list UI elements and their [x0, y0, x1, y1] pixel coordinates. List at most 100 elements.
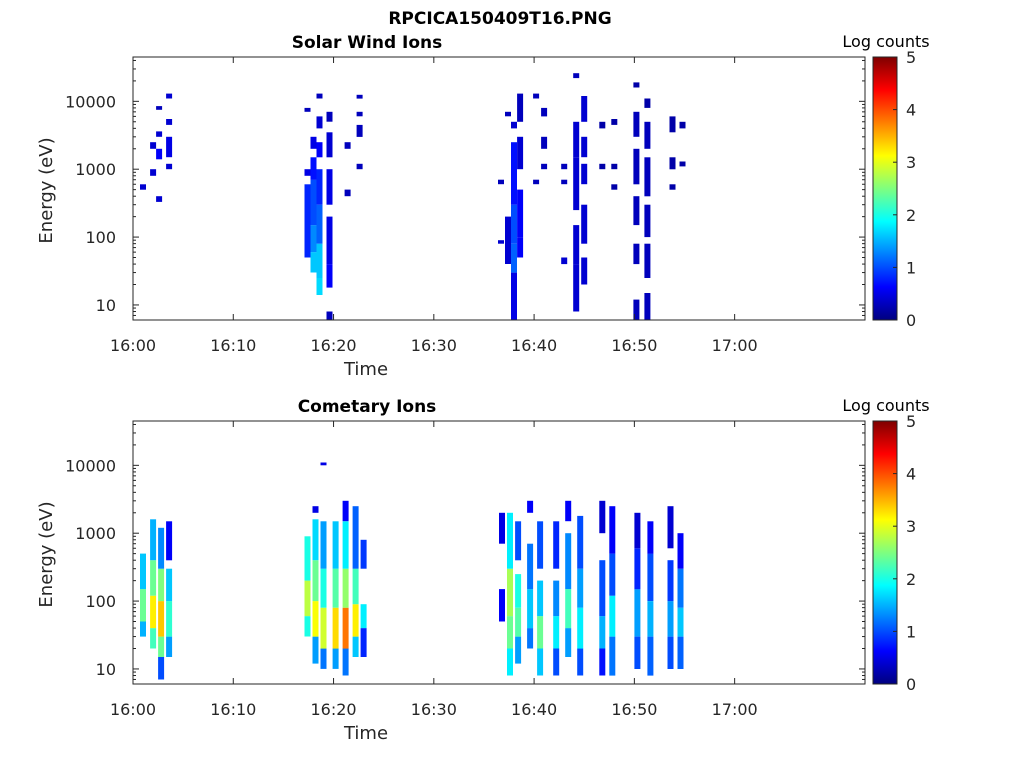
heatmap-cell: [599, 616, 606, 649]
colorbar-tick-label: 5: [906, 412, 916, 431]
heatmap-cell: [561, 179, 568, 185]
heatmap-cell: [332, 607, 339, 649]
heatmap-cell: [304, 107, 311, 112]
heatmap-cell: [511, 243, 517, 273]
heatmap-cell: [527, 543, 534, 590]
heatmap-cell: [541, 107, 548, 117]
figure-title: RPCICA150409T16.PNG: [388, 9, 611, 29]
heatmap-cell: [326, 311, 333, 320]
heatmap-cell: [320, 521, 327, 569]
heatmap-cell: [360, 604, 367, 629]
heatmap-cell: [320, 607, 327, 649]
heatmap-cell: [677, 568, 684, 608]
heatmap-cell: [573, 264, 580, 312]
x-tick-label: 16:40: [511, 700, 557, 719]
heatmap-cell: [140, 621, 146, 637]
heatmap-cell: [499, 512, 505, 544]
heatmap-cell: [304, 616, 311, 637]
x-tick-label: 16:50: [611, 336, 657, 355]
heatmap-cell: [360, 628, 367, 657]
y-tick-label: 10: [96, 296, 116, 315]
heatmap-cell: [332, 648, 339, 669]
y-tick-label: 10: [96, 660, 116, 679]
x-tick-label: 16:00: [110, 700, 156, 719]
heatmap-cell: [527, 628, 534, 649]
colorbar-tick-label: 4: [906, 465, 916, 484]
heatmap-cell: [644, 204, 651, 238]
heatmap-cell: [515, 521, 522, 561]
x-tick-label: 16:30: [411, 336, 457, 355]
heatmap-cell: [310, 252, 317, 273]
heatmap-cell: [316, 243, 323, 278]
heatmap-cell: [599, 500, 606, 534]
heatmap-cell: [140, 589, 146, 622]
heatmap-cell: [356, 111, 363, 117]
heatmap-cell: [312, 519, 319, 561]
plot-frame: [132, 56, 866, 321]
x-tick-label: 17:00: [712, 336, 758, 355]
heatmap-cell: [647, 553, 654, 601]
heatmap-cell: [573, 73, 580, 79]
heatmap-cell: [553, 521, 560, 569]
heatmap-cell: [310, 225, 317, 253]
heatmap-cell: [527, 589, 534, 629]
heatmap-cell: [644, 293, 651, 320]
heatmap-cell: [611, 119, 618, 125]
heatmap-cell: [326, 216, 333, 264]
heatmap-cell: [517, 93, 524, 122]
heatmap-cell: [644, 98, 651, 108]
heatmap-cell: [342, 500, 349, 522]
heatmap-cell: [517, 189, 524, 237]
heatmap-cell: [577, 648, 584, 676]
y-tick-label: 10000: [65, 92, 116, 111]
heatmap-cell: [166, 163, 173, 170]
heatmap-cell: [517, 136, 524, 170]
heatmap-cell: [565, 533, 572, 590]
heatmap-cell: [156, 148, 163, 160]
y-axis-label: Energy (eV): [36, 137, 57, 243]
heatmap-cell: [356, 124, 363, 137]
x-axis-label: Time: [343, 359, 388, 380]
heatmap-cell: [679, 161, 686, 167]
heatmap-cell: [581, 136, 588, 158]
heatmap-cell: [634, 548, 641, 590]
heatmap-cell: [553, 616, 560, 649]
heatmap-cell: [344, 142, 351, 149]
heatmap-cell: [515, 636, 522, 664]
heatmap-cell: [541, 163, 548, 170]
heatmap-cell: [647, 601, 654, 637]
heatmap-cell: [537, 580, 544, 617]
heatmap-cell: [599, 560, 606, 617]
heatmap-cell: [312, 601, 319, 637]
heatmap-cell: [609, 636, 616, 676]
heatmap-cell: [342, 568, 349, 608]
heatmap-cell: [667, 636, 674, 669]
x-tick-label: 16:20: [310, 336, 356, 355]
heatmap-cell: [581, 96, 588, 122]
heatmap-cell: [352, 506, 359, 569]
colorbar-tick-label: 3: [906, 517, 916, 536]
colorbar: [872, 420, 898, 685]
heatmap-cell: [505, 216, 511, 264]
heatmap-cell: [320, 568, 327, 608]
heatmap-cell: [677, 533, 684, 569]
heatmap-cell: [577, 568, 584, 608]
heatmap-cell: [611, 163, 618, 170]
heatmap-cell: [561, 257, 568, 265]
heatmap-cell: [573, 225, 580, 265]
heatmap-cell: [561, 163, 568, 170]
heatmap-cell: [553, 580, 560, 617]
heatmap-cell: [316, 142, 323, 158]
heatmap-cell: [507, 616, 513, 649]
heatmap-cell: [644, 121, 651, 149]
heatmap-cell: [644, 157, 651, 197]
heatmap-cell: [669, 157, 676, 170]
heatmap-cell: [533, 93, 540, 99]
heatmap-cell: [609, 506, 616, 554]
heatmap-cell: [150, 169, 157, 176]
heatmap-cell: [140, 553, 146, 590]
heatmap-cells: [140, 73, 686, 320]
heatmap-cell: [140, 184, 146, 190]
colorbar-tick-label: 5: [906, 48, 916, 67]
heatmap-cell: [634, 636, 641, 669]
